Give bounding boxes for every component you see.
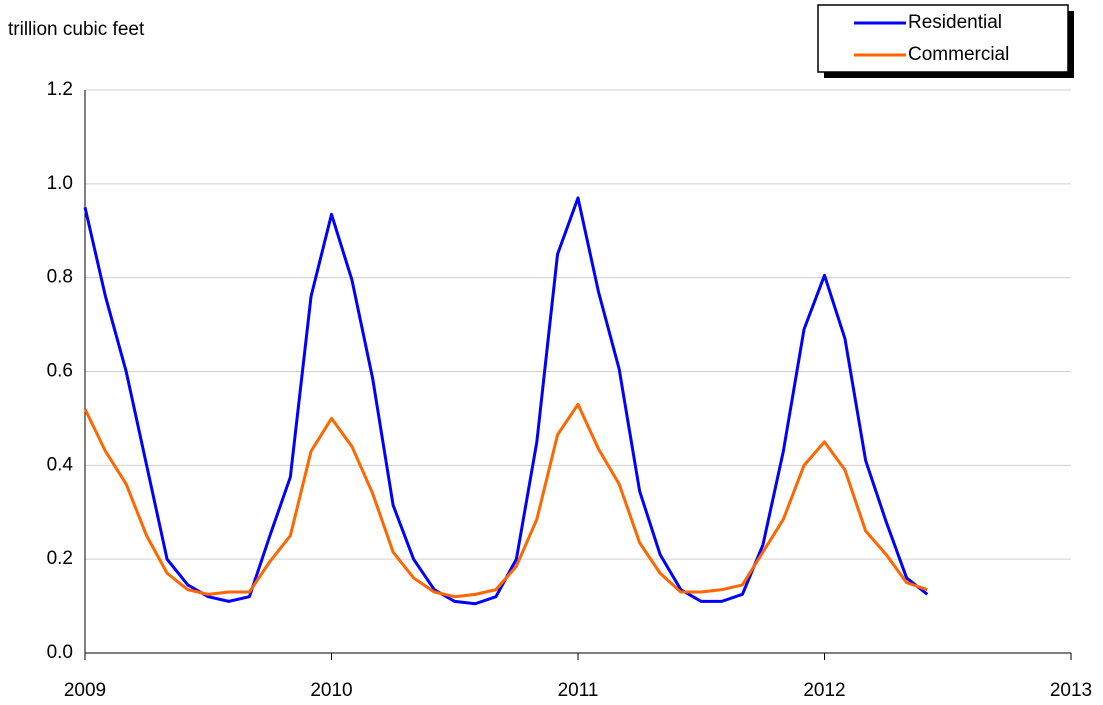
- y-tick-label: 0.8: [47, 267, 73, 288]
- x-tick-label: 2012: [803, 680, 845, 701]
- data-line: [83, 402, 928, 599]
- y-tick-label: 0.4: [47, 454, 74, 475]
- legend: [817, 4, 1069, 73]
- legend-label: Commercial: [908, 44, 1009, 65]
- y-axis-label: trillion cubic feet: [8, 19, 145, 40]
- x-tick-label: 2011: [558, 680, 599, 701]
- x-tick-label: 2013: [1050, 680, 1092, 701]
- x-tick-label: 2009: [64, 680, 106, 701]
- y-tick-label: 0.0: [47, 642, 73, 663]
- y-tick-label: 1.2: [47, 79, 73, 100]
- y-tick-label: 0.2: [47, 548, 73, 569]
- y-tick-label: 1.0: [47, 173, 73, 194]
- x-tick-label: 2010: [310, 680, 352, 701]
- legend-label: Residential: [908, 12, 1002, 33]
- data-line: [83, 196, 929, 606]
- y-tick-label: 0.6: [47, 361, 73, 382]
